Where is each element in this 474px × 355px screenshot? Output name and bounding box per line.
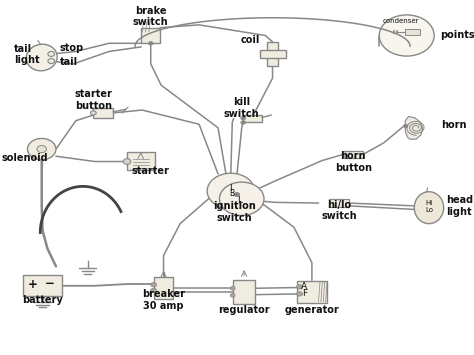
Circle shape: [219, 182, 264, 215]
Bar: [329, 199, 349, 207]
Bar: [243, 115, 262, 122]
Ellipse shape: [414, 192, 444, 224]
Polygon shape: [405, 116, 423, 139]
Circle shape: [27, 138, 56, 160]
Circle shape: [379, 15, 434, 56]
Text: ignition
switch: ignition switch: [213, 202, 256, 223]
Text: condenser: condenser: [382, 18, 419, 24]
Circle shape: [241, 116, 246, 120]
Text: brake
switch: brake switch: [133, 6, 169, 27]
Bar: [93, 108, 113, 118]
Text: breaker
30 amp: breaker 30 amp: [142, 289, 185, 311]
Text: hi/lo
switch: hi/lo switch: [321, 200, 357, 221]
Bar: [141, 27, 160, 43]
Circle shape: [207, 173, 255, 209]
Bar: [267, 42, 278, 66]
Text: −: −: [45, 278, 55, 290]
Text: +: +: [27, 278, 37, 290]
Text: starter: starter: [132, 166, 170, 176]
Bar: [297, 281, 327, 303]
Circle shape: [48, 51, 55, 56]
Circle shape: [91, 111, 96, 115]
Text: kill
switch: kill switch: [224, 98, 260, 119]
Text: tail: tail: [60, 57, 78, 67]
Text: A: A: [301, 282, 307, 291]
Circle shape: [123, 159, 131, 164]
Text: horn
button: horn button: [335, 152, 372, 173]
Text: head
light: head light: [447, 195, 474, 217]
Text: regulator: regulator: [219, 305, 270, 315]
Text: starter
button: starter button: [74, 89, 112, 111]
Circle shape: [404, 125, 408, 127]
Circle shape: [297, 292, 302, 296]
Bar: [259, 49, 285, 58]
Bar: [405, 29, 420, 34]
Text: F: F: [302, 289, 307, 299]
Circle shape: [297, 285, 302, 289]
Circle shape: [148, 42, 153, 45]
Text: stop: stop: [60, 43, 84, 53]
Circle shape: [241, 121, 246, 124]
Text: solenoid: solenoid: [1, 153, 48, 163]
Text: I: I: [229, 184, 232, 193]
Text: battery: battery: [22, 295, 63, 305]
Circle shape: [48, 59, 55, 64]
Text: L: L: [237, 196, 242, 205]
Circle shape: [230, 286, 235, 290]
Circle shape: [230, 294, 235, 297]
Circle shape: [235, 193, 239, 196]
Bar: [23, 275, 62, 296]
Text: B: B: [230, 189, 235, 198]
Text: points: points: [440, 31, 474, 40]
Text: tail
light: tail light: [14, 44, 40, 65]
Text: generator: generator: [284, 305, 339, 315]
Circle shape: [151, 288, 156, 293]
Text: coil: coil: [240, 35, 260, 45]
Circle shape: [151, 283, 156, 287]
Text: Lo: Lo: [425, 207, 433, 213]
Circle shape: [37, 146, 46, 153]
Bar: [154, 277, 173, 299]
Bar: [127, 152, 155, 170]
Text: Hi: Hi: [425, 200, 433, 206]
Bar: [343, 151, 363, 158]
Ellipse shape: [26, 44, 57, 71]
Text: horn: horn: [441, 120, 466, 130]
Bar: [233, 280, 255, 304]
